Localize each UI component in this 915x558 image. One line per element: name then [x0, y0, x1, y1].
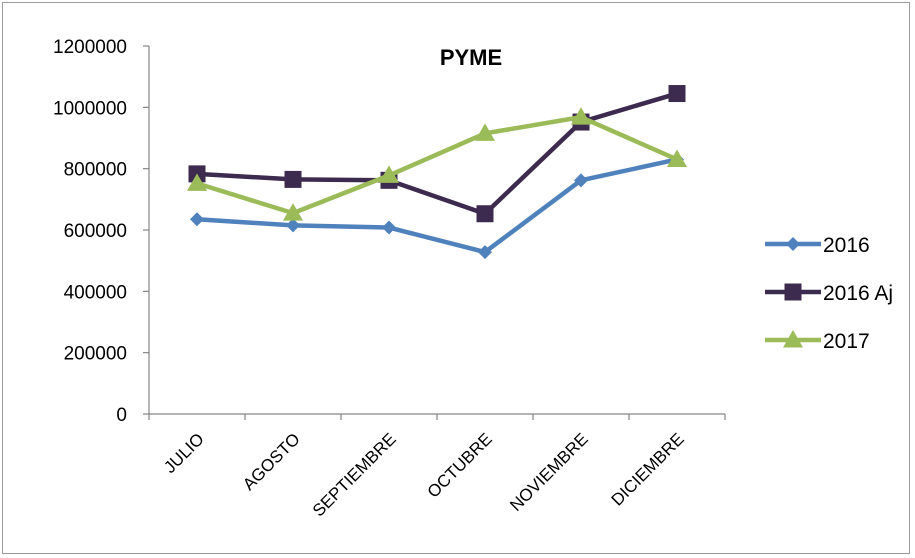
x-tick-label: JULIO [160, 429, 208, 477]
legend-marker [786, 237, 800, 251]
x-axis-ticks: JULIO AGOSTO SEPTIEMBRE OCTUBRE NOVIEMBRE DIC… [148, 414, 726, 520]
data-point [286, 218, 300, 233]
legend-label: 2017 [823, 330, 870, 353]
y-tick-label: 1200000 [53, 37, 127, 58]
data-point [187, 173, 207, 191]
y-tick-label: 800000 [64, 160, 127, 181]
data-point [284, 170, 302, 188]
legend-entry: 2016 [765, 234, 870, 257]
data-point [667, 149, 687, 167]
data-point [190, 212, 204, 227]
x-tick-label: NOVIEMBRE [506, 429, 592, 515]
y-tick-label: 0 [116, 405, 127, 426]
legend-label: 2016 Aj [823, 282, 893, 305]
legend-entry: 2016 Aj [765, 282, 893, 305]
data-point [283, 203, 303, 221]
data-point [571, 107, 591, 125]
x-tick-label: OCTUBRE [424, 429, 496, 501]
y-tick-label: 200000 [64, 344, 127, 365]
chart-title: PYME [440, 45, 502, 70]
series-line [196, 114, 678, 216]
x-tick-label: AGOSTO [239, 429, 304, 494]
legend-marker [783, 330, 803, 348]
data-point [574, 173, 588, 188]
legend-label: 2016 [823, 234, 870, 257]
y-tick-label: 600000 [64, 221, 127, 242]
series-line [196, 91, 678, 216]
x-tick-label: SEPTIEMBRE [309, 429, 400, 520]
series-layer [187, 85, 687, 260]
y-tick-label: 400000 [64, 282, 127, 303]
series-2 [188, 85, 686, 223]
data-point [476, 205, 494, 223]
data-point [382, 220, 396, 235]
data-point [478, 245, 492, 260]
data-point [379, 165, 399, 183]
series-line [196, 157, 678, 255]
series-3 [187, 107, 687, 221]
data-point [475, 123, 495, 141]
legend: 2016 2016 Aj 2017 [765, 234, 893, 353]
legend-entry: 2017 [765, 330, 870, 353]
data-point [668, 85, 686, 103]
line-chart: PYME 0 200000 400000 600000 800000 1000000 120… [53, 37, 893, 520]
axes [148, 46, 725, 415]
y-tick-label: 1000000 [53, 98, 127, 119]
x-tick-label: DICIEMBRE [608, 429, 688, 509]
y-axis-ticks: 0 200000 400000 600000 800000 1000000 1200000 [53, 37, 149, 426]
legend-marker [784, 283, 802, 301]
